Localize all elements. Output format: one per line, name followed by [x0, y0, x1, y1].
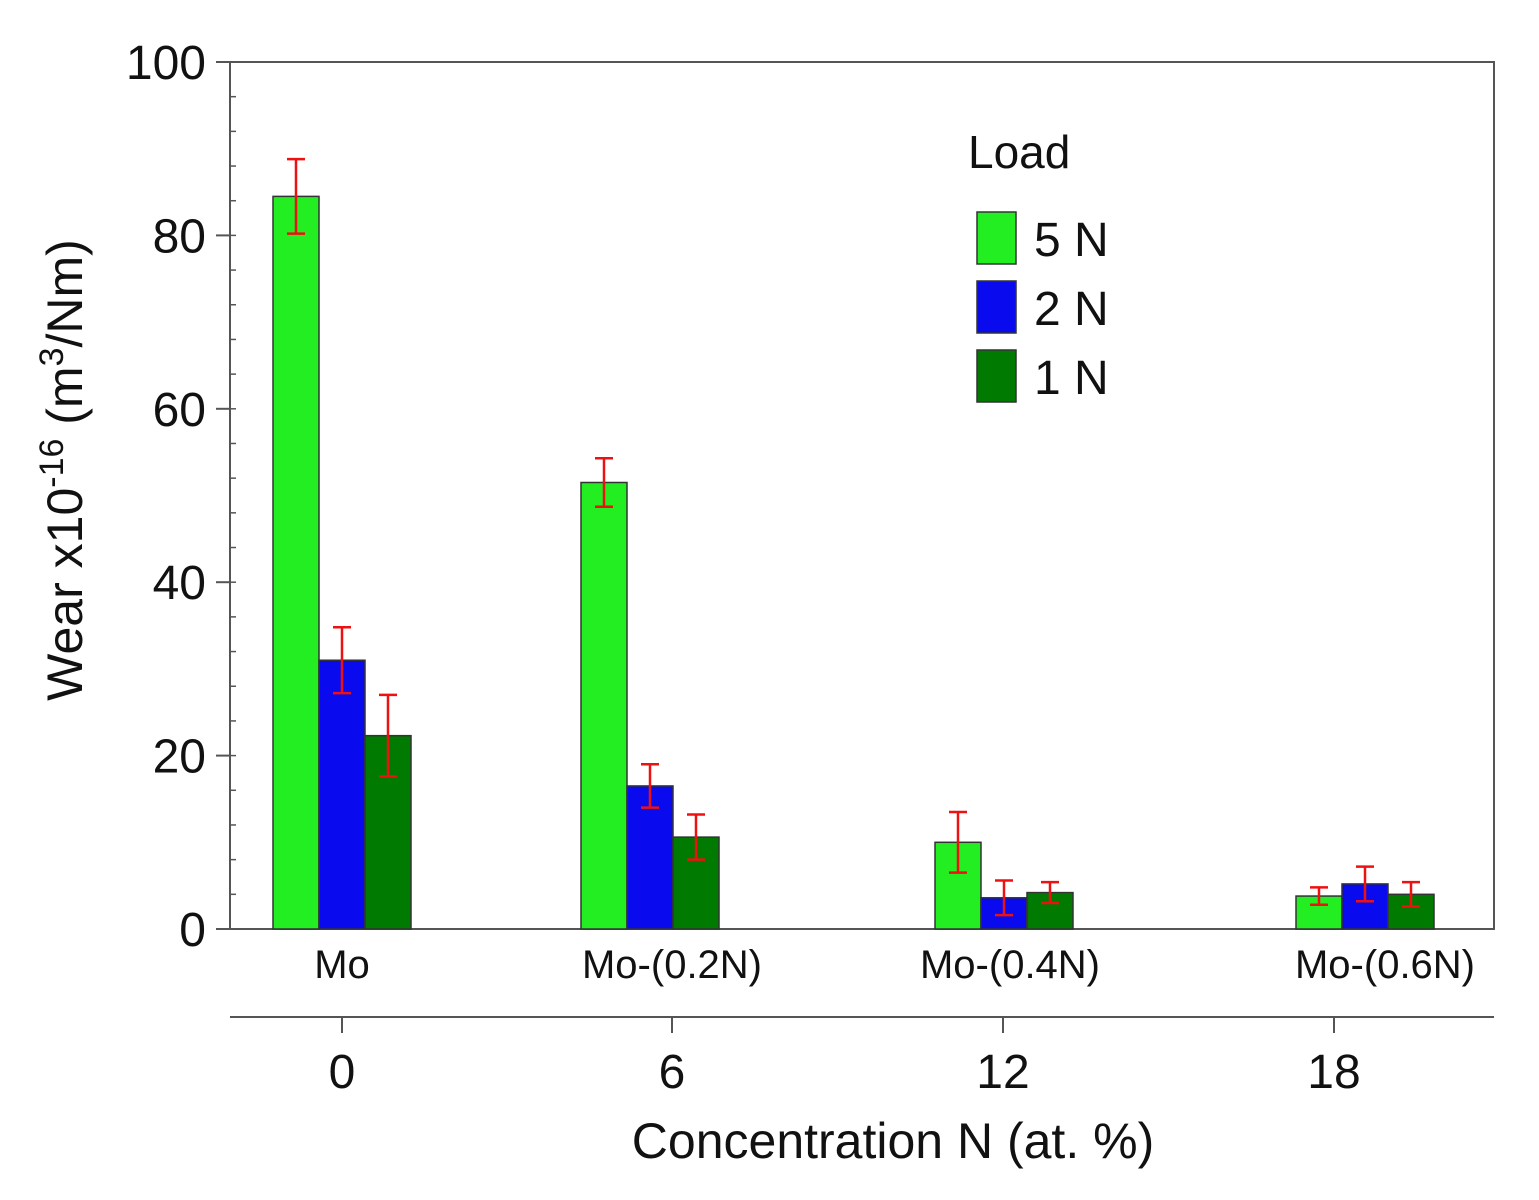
- y-tick-label: 60: [153, 384, 206, 437]
- bar-5n: [272, 195, 320, 930]
- legend-swatch-2n: [976, 280, 1017, 334]
- legend-swatch-5n: [976, 211, 1017, 265]
- secondary-x-tick-label: 0: [329, 1046, 356, 1099]
- error-bars: [287, 157, 1420, 917]
- legend-title: Load: [968, 126, 1070, 178]
- y-tick-label: 40: [153, 557, 206, 610]
- y-axis-title-superscript: -16: [33, 439, 71, 488]
- category-label: Mo-(0.2N): [582, 943, 762, 987]
- x-axis-title: Concentration N (at. %): [632, 1113, 1154, 1169]
- secondary-x-tick-label: 6: [659, 1046, 686, 1099]
- bar-5n: [580, 481, 628, 930]
- legend-label: 2 N: [1034, 283, 1109, 336]
- category-label: Mo: [314, 943, 370, 987]
- bars: [272, 195, 1435, 930]
- y-axis-title-part: (m: [37, 366, 93, 438]
- secondary-x-tick-label: 12: [976, 1046, 1029, 1099]
- y-axis-title-part: Wear x10: [37, 488, 93, 701]
- y-axis-title-part: /Nm): [37, 239, 93, 347]
- legend-swatch-1n: [976, 349, 1017, 403]
- category-label: Mo-(0.6N): [1295, 943, 1475, 987]
- legend: Load 5 N 2 N 1 N: [968, 126, 1109, 405]
- legend-label: 5 N: [1034, 214, 1109, 267]
- bar-2n: [318, 659, 366, 930]
- y-tick-label: 80: [153, 210, 206, 263]
- legend-label: 1 N: [1034, 352, 1109, 405]
- axes: [216, 61, 1495, 1033]
- category-label: Mo-(0.4N): [920, 943, 1100, 987]
- secondary-x-tick-label: 18: [1307, 1046, 1360, 1099]
- axis-titles: Concentration N (at. %) Wear x10-16 (m3/N…: [33, 239, 1154, 1169]
- y-axis-title: Wear x10-16 (m3/Nm): [33, 239, 93, 701]
- y-tick-label: 20: [153, 731, 206, 784]
- y-axis-title-superscript: 3: [33, 347, 71, 366]
- plot-frame: [229, 61, 1495, 930]
- y-tick-label: 0: [179, 904, 206, 957]
- y-tick-label: 100: [126, 37, 206, 90]
